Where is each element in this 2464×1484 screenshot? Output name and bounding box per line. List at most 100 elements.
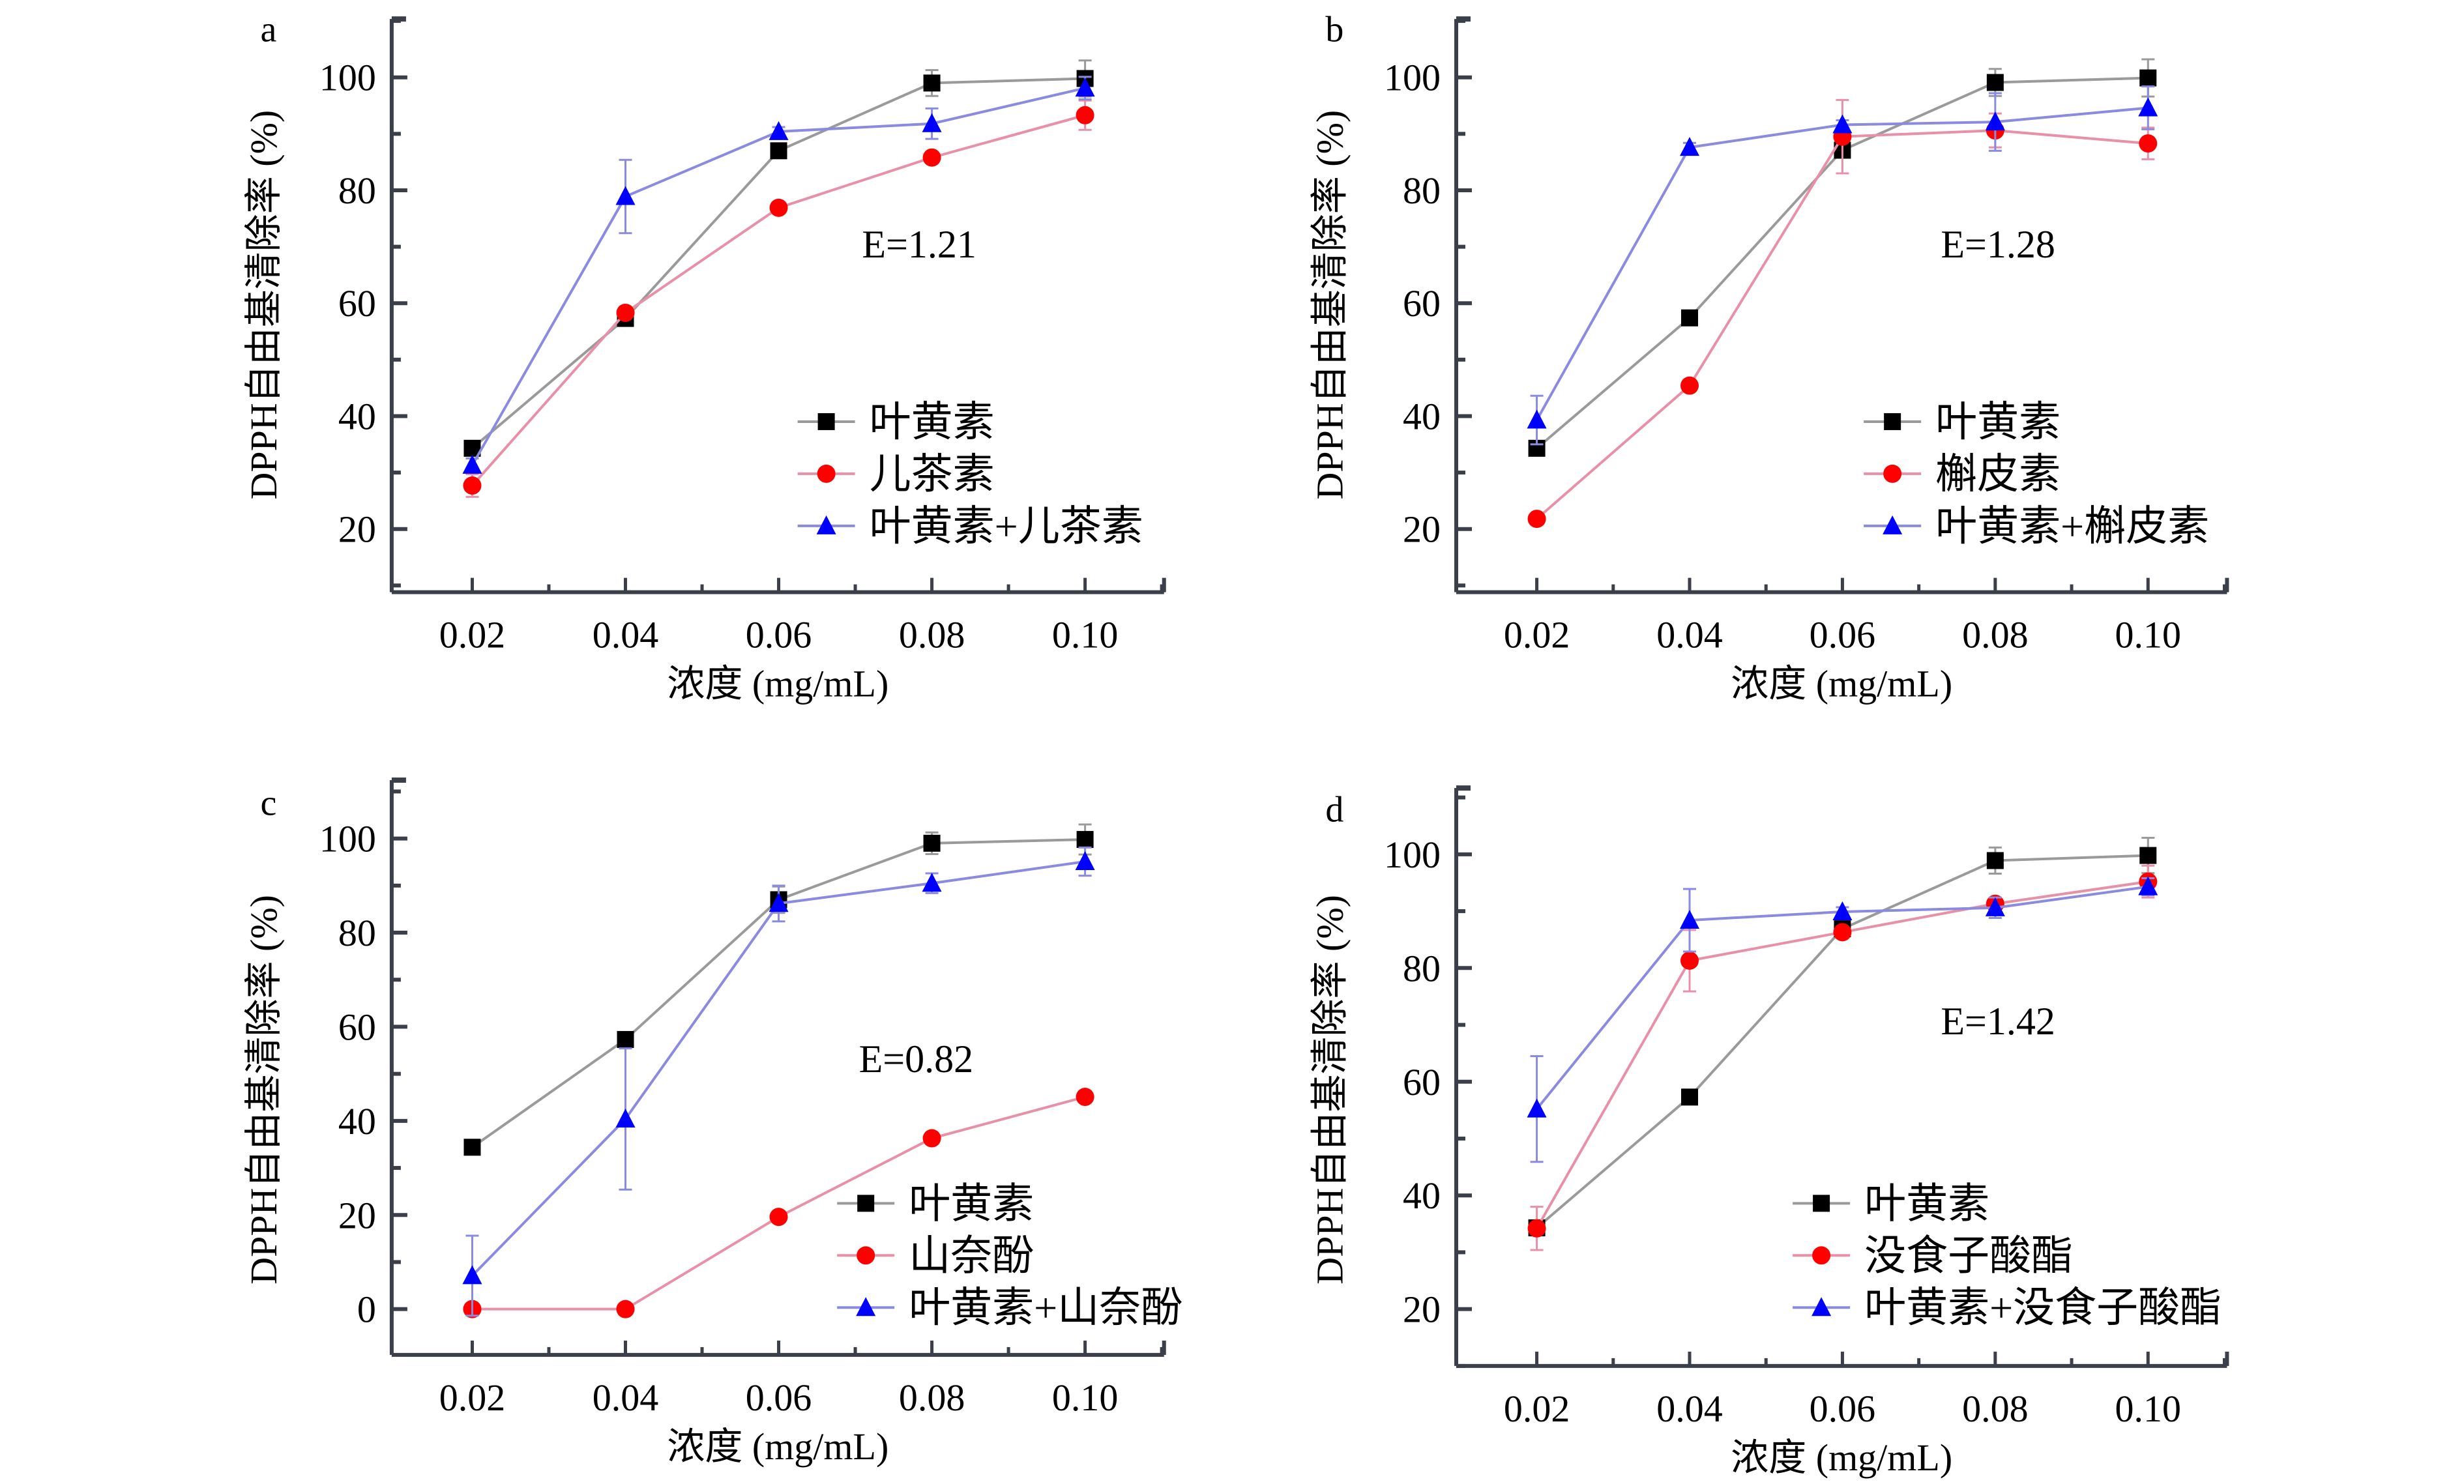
series-2: 叶黄素+山奈酚 <box>462 846 1182 1331</box>
data-point-triangle <box>1680 910 1700 929</box>
series-1: 槲皮素 <box>1527 98 2158 529</box>
data-point-square <box>1681 1088 1699 1106</box>
data-point-square <box>463 1139 481 1156</box>
x-tick-label: 0.06 <box>1810 1388 1876 1430</box>
x-tick-label: 0.02 <box>439 1376 506 1419</box>
x-tick-label: 0.08 <box>899 614 965 656</box>
x-tick-label: 0.06 <box>746 1376 812 1419</box>
x-tick-label: 0.10 <box>1052 1376 1119 1419</box>
data-point-triangle <box>1680 137 1700 156</box>
legend-marker-circle <box>1883 464 1902 483</box>
data-point-square <box>1681 309 1699 327</box>
legend-marker-triangle <box>1811 1297 1832 1317</box>
y-tick-label: 60 <box>338 1006 376 1048</box>
x-axis-title: 浓度 (mg/mL) <box>1731 663 1952 705</box>
y-tick-label: 60 <box>338 282 376 325</box>
data-point-triangle <box>1527 409 1547 429</box>
x-tick-label: 0.10 <box>2115 614 2182 656</box>
y-tick-label: 100 <box>319 818 376 860</box>
x-tick-label: 0.02 <box>439 614 506 656</box>
legend-label: 叶黄素 <box>1864 1180 1989 1227</box>
y-tick-label: 100 <box>319 57 376 99</box>
legend-marker-square <box>857 1195 875 1212</box>
legend-label: 叶黄素+儿茶素 <box>870 503 1143 549</box>
x-tick-label: 0.02 <box>1504 1388 1570 1430</box>
data-point-circle <box>1527 1219 1546 1238</box>
data-point-square <box>2139 847 2157 864</box>
data-point-circle <box>922 1129 941 1148</box>
x-axis-title: 浓度 (mg/mL) <box>667 663 888 705</box>
panel-b: 20 40 60 80 100 0.02 0.04 0.06 0.08 0.10 浓度 (mg/mL… <box>1309 9 2229 705</box>
y-tick-label: 80 <box>1403 947 1441 989</box>
series-1: 没食子酸酯 <box>1527 864 2158 1279</box>
legend-label: 叶黄素+没食子酸酯 <box>1864 1285 2222 1331</box>
data-point-triangle <box>1075 78 1095 97</box>
data-point-circle <box>1833 923 1852 942</box>
data-point-triangle <box>769 121 789 140</box>
synergy-annotation: E=1.21 <box>862 223 976 266</box>
y-tick-label: 40 <box>338 1100 376 1142</box>
y-tick-label: 80 <box>338 912 376 954</box>
y-axis-title: DPPH自由基清除率 (%) <box>1309 110 1351 500</box>
panel-c: 0 20 40 60 80 100 0.02 0.04 0.06 0.08 0.10 浓度 (mg/m… <box>242 777 1182 1468</box>
data-point-triangle <box>769 893 789 912</box>
data-point-triangle <box>1985 897 2005 916</box>
x-tick-label: 0.08 <box>899 1376 965 1419</box>
x-axis-title: 浓度 (mg/mL) <box>667 1425 888 1468</box>
x-tick-label: 0.10 <box>2115 1388 2182 1430</box>
legend-label: 槲皮素 <box>1935 451 2061 497</box>
y-tick-label: 80 <box>1403 169 1441 212</box>
data-point-circle <box>1076 106 1094 124</box>
data-point-square <box>617 1030 634 1048</box>
legend-marker-circle <box>817 464 836 483</box>
data-point-circle <box>1680 951 1699 970</box>
data-point-triangle <box>1527 1098 1547 1118</box>
data-point-circle <box>769 1208 788 1227</box>
y-tick-label: 100 <box>1384 834 1441 876</box>
y-tick-label: 20 <box>1403 1288 1441 1331</box>
data-point-triangle <box>615 1108 636 1128</box>
data-point-triangle <box>922 873 942 892</box>
data-point-circle <box>1076 1088 1094 1107</box>
legend-marker-square <box>1884 413 1901 430</box>
data-point-circle <box>2139 134 2158 153</box>
legend-marker-square <box>817 413 835 430</box>
legend-marker-circle <box>1812 1246 1831 1265</box>
x-tick-label: 0.06 <box>746 614 812 656</box>
legend-label: 叶黄素 <box>909 1180 1034 1227</box>
data-point-circle <box>922 148 941 167</box>
y-tick-label: 60 <box>1403 282 1441 325</box>
data-point-triangle <box>922 113 942 132</box>
y-tick-label: 0 <box>357 1288 376 1331</box>
data-point-square <box>1986 852 2004 869</box>
x-tick-label: 0.04 <box>1656 614 1723 656</box>
x-tick-label: 0.02 <box>1504 614 1570 656</box>
data-point-square <box>1076 831 1094 849</box>
data-point-square <box>923 74 941 92</box>
y-tick-label: 100 <box>1384 57 1441 99</box>
synergy-annotation: E=1.42 <box>1941 1000 2055 1043</box>
panel-d: 20 40 60 80 100 0.02 0.04 0.06 0.08 0.10 浓度 (mg/mL… <box>1309 785 2229 1479</box>
synergy-annotation: E=1.28 <box>1941 223 2055 266</box>
x-tick-label: 0.04 <box>1656 1388 1723 1430</box>
data-point-triangle <box>1985 111 2005 131</box>
legend-label: 叶黄素+山奈酚 <box>909 1285 1182 1331</box>
legend-label: 叶黄素+槲皮素 <box>1935 503 2209 549</box>
data-point-circle <box>1527 510 1546 529</box>
panel-letter: b <box>1325 9 1343 50</box>
legend-label: 没食子酸酯 <box>1864 1232 2073 1279</box>
legend-marker-triangle <box>856 1297 876 1317</box>
panel-letter: a <box>260 9 276 50</box>
series-1: 山奈酚 <box>463 1088 1094 1318</box>
legend-marker-triangle <box>816 515 836 534</box>
x-tick-label: 0.04 <box>593 1376 659 1419</box>
x-tick-label: 0.08 <box>1962 614 2029 656</box>
data-point-square <box>923 834 941 852</box>
data-point-circle <box>463 476 482 495</box>
legend-label: 叶黄素 <box>870 399 995 445</box>
y-tick-label: 80 <box>338 169 376 212</box>
series-1: 儿茶素 <box>463 99 1094 498</box>
legend-marker-circle <box>857 1246 875 1265</box>
panel-letter: c <box>260 783 276 824</box>
